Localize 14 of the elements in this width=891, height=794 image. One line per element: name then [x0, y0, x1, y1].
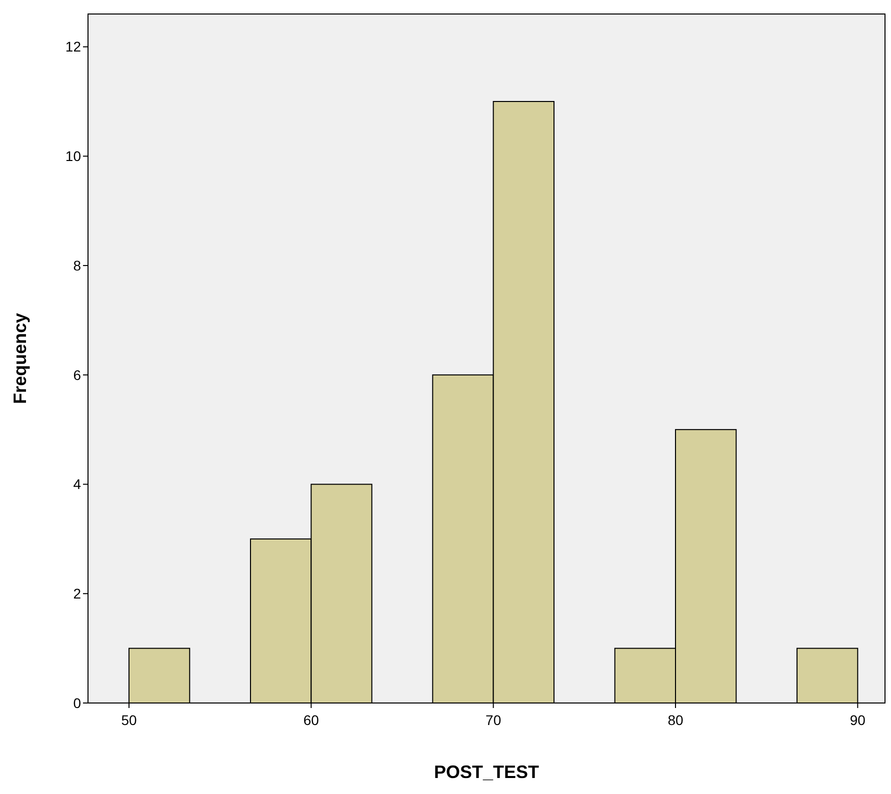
y-tick-label: 10 — [65, 148, 82, 164]
x-tick-label: 80 — [668, 712, 684, 728]
y-axis-title: Frequency — [10, 312, 30, 404]
y-tick-label: 4 — [73, 476, 82, 492]
x-tick-label: 90 — [850, 712, 866, 728]
y-tick-label: 2 — [73, 586, 82, 602]
x-tick-label: 60 — [303, 712, 320, 728]
y-tick-label: 8 — [73, 257, 82, 274]
y-tick-label: 0 — [73, 694, 82, 711]
x-tick-label: 70 — [486, 712, 502, 728]
y-tick-label: 6 — [73, 366, 82, 383]
y-tick-label: 12 — [65, 38, 82, 55]
x-tick-label: 50 — [121, 712, 137, 728]
x-axis-title: POST_TEST — [434, 762, 540, 782]
